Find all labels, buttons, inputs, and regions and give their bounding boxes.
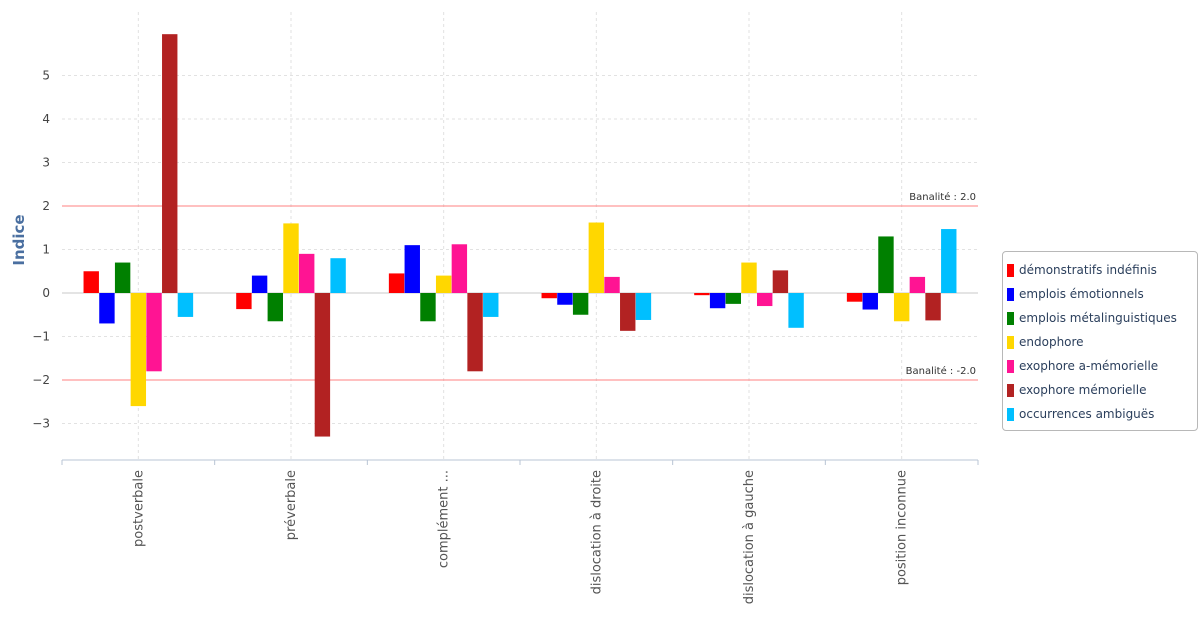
bar[interactable] xyxy=(635,293,652,320)
legend-swatch xyxy=(1007,407,1014,421)
bar[interactable] xyxy=(251,275,268,293)
bar[interactable] xyxy=(893,293,910,322)
legend-label: endophore xyxy=(1019,335,1084,349)
bar[interactable] xyxy=(177,293,194,317)
bar[interactable] xyxy=(588,222,605,293)
bar[interactable] xyxy=(541,293,557,299)
bar[interactable] xyxy=(757,293,773,307)
x-tick-label: préverbale xyxy=(284,470,299,540)
legend-label: exophore a-mémorielle xyxy=(1019,359,1159,373)
bar[interactable] xyxy=(862,293,878,310)
axes: −3 −2 −1 0 1 2 3 4 5 postverbale préverbale complém… xyxy=(32,69,979,604)
bar[interactable] xyxy=(162,34,178,294)
bar[interactable] xyxy=(572,293,589,315)
bar[interactable] xyxy=(404,245,420,293)
bar[interactable] xyxy=(451,244,468,293)
y-tick-label: −3 xyxy=(32,417,50,431)
legend-swatch xyxy=(1007,287,1014,301)
bar[interactable] xyxy=(694,293,710,296)
grid xyxy=(62,12,978,460)
legend: démonstratifs indéfinis emplois émotionne… xyxy=(1002,251,1198,431)
bar[interactable] xyxy=(299,253,315,293)
y-tick-label: 4 xyxy=(42,112,50,126)
threshold-lines: Banalité : 2.0 Banalité : -2.0 xyxy=(62,191,978,381)
y-tick-label: 3 xyxy=(42,156,50,170)
bar[interactable] xyxy=(741,262,757,293)
threshold-label: Banalité : -2.0 xyxy=(906,365,976,377)
legend-label: occurrences ambiguës xyxy=(1019,407,1155,421)
bars xyxy=(83,34,957,437)
bar[interactable] xyxy=(788,293,804,328)
legend-swatch xyxy=(1007,335,1014,349)
bar[interactable] xyxy=(925,293,941,321)
bar[interactable] xyxy=(909,276,926,293)
y-tick-label: 0 xyxy=(42,286,50,300)
bar[interactable] xyxy=(130,293,147,407)
legend-swatch xyxy=(1007,311,1014,325)
bar[interactable] xyxy=(236,293,252,310)
legend-item[interactable]: endophore xyxy=(1003,330,1197,354)
legend-swatch xyxy=(1007,263,1014,277)
legend-label: emplois émotionnels xyxy=(1019,287,1144,301)
y-tick-label: 5 xyxy=(42,69,50,83)
y-tick-label: −2 xyxy=(32,373,50,387)
bar[interactable] xyxy=(314,293,331,437)
x-tick-label: postverbale xyxy=(131,470,146,547)
bar[interactable] xyxy=(467,293,483,372)
bar[interactable] xyxy=(941,229,957,293)
threshold-label: Banalité : 2.0 xyxy=(909,191,976,203)
bar[interactable] xyxy=(557,293,573,305)
bar[interactable] xyxy=(846,293,863,302)
legend-swatch xyxy=(1007,383,1014,397)
bar[interactable] xyxy=(146,293,162,372)
x-tick-label: dislocation à gauche xyxy=(742,470,757,604)
legend-item[interactable]: emplois émotionnels xyxy=(1003,282,1197,306)
bar[interactable] xyxy=(709,293,726,309)
chart: Banalité : 2.0 Banalité : -2.0 −3 −2 −1 0 1 2 3… xyxy=(10,12,979,604)
legend-label: emplois métalinguistiques xyxy=(1019,311,1177,325)
y-tick-label: 2 xyxy=(42,199,50,213)
y-tick-label: 1 xyxy=(42,243,50,257)
bar[interactable] xyxy=(388,273,405,293)
bar[interactable] xyxy=(878,236,894,293)
bar[interactable] xyxy=(620,293,636,331)
legend-item[interactable]: exophore mémorielle xyxy=(1003,378,1197,402)
bar[interactable] xyxy=(483,293,499,317)
legend-item[interactable]: exophore a-mémorielle xyxy=(1003,354,1197,378)
legend-item[interactable]: démonstratifs indéfinis xyxy=(1003,258,1197,282)
bar[interactable] xyxy=(604,276,620,293)
bar[interactable] xyxy=(283,223,299,293)
y-axis-label: Indice xyxy=(10,214,28,265)
y-tick-label: −1 xyxy=(32,330,50,344)
x-tick-label: dislocation à droite xyxy=(589,470,604,594)
legend-label: démonstratifs indéfinis xyxy=(1019,263,1157,277)
legend-item[interactable]: emplois métalinguistiques xyxy=(1003,306,1197,330)
bar[interactable] xyxy=(99,293,115,324)
bar[interactable] xyxy=(83,271,99,293)
bar[interactable] xyxy=(772,270,789,293)
bar[interactable] xyxy=(267,293,283,322)
bar[interactable] xyxy=(435,275,452,293)
bar[interactable] xyxy=(330,258,346,293)
bar[interactable] xyxy=(420,293,436,322)
x-tick-label: position inconnue xyxy=(895,470,910,585)
x-tick-label: complément ... xyxy=(437,470,452,568)
legend-swatch xyxy=(1007,359,1014,373)
bar[interactable] xyxy=(725,293,741,304)
legend-item[interactable]: occurrences ambiguës xyxy=(1003,402,1197,426)
bar[interactable] xyxy=(114,262,131,293)
legend-label: exophore mémorielle xyxy=(1019,383,1147,397)
